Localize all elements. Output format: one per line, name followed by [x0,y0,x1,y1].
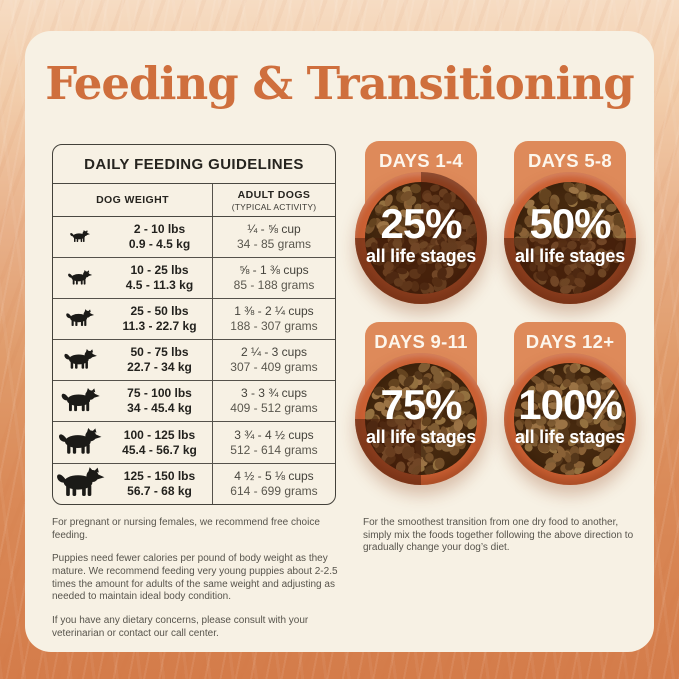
amount-grams: 409 - 512 grams [230,401,318,416]
amount-grams: 512 - 614 grams [230,442,318,457]
table-row: 50 - 75 lbs 22.7 - 34 kg 2 ¼ - 3 cups 30… [53,340,335,382]
stage-days-label: DAYS 1-4 [379,150,463,171]
content-card: Feeding & Transitioning DAILY FEEDING GU… [25,31,654,652]
stage-days-label: DAYS 5-8 [528,150,612,171]
dog-icon [53,309,107,329]
stage-shade [355,172,487,304]
weight-lbs: 75 - 100 lbs [127,386,192,401]
transition-grid: DAYS 1-4 25% all life stages DAYS 5-8 50… [351,141,647,505]
amount-grams: 34 - 85 grams [236,237,312,252]
column-header-weight: DOG WEIGHT [53,184,213,216]
stage-bowl: 50% all life stages [504,172,636,304]
column-header-amount-sublabel: (TYPICAL ACTIVITY) [231,201,317,212]
page-title: Feeding & Transitioning [45,57,635,110]
weight-lbs: 50 - 75 lbs [130,345,189,360]
stage-days-label: DAYS 12+ [525,331,615,352]
stage-days-label: DAYS 9-11 [374,331,468,352]
stage-bowl: 100% all life stages [504,353,636,485]
table-row: 100 - 125 lbs 45.4 - 56.7 kg 3 ¾ - 4 ½ c… [53,422,335,464]
stage-percent: 50% [529,199,611,247]
amount-cups: 3 - 3 ¾ cups [240,386,308,401]
weight-kg: 4.5 - 11.3 kg [125,278,194,293]
weight-lbs: 25 - 50 lbs [130,304,189,319]
amount-cups: 1 ⅜ - 2 ¼ cups [234,304,314,319]
stage-caption: all life stages [365,426,477,447]
weight-lbs: 2 - 10 lbs [133,222,186,237]
amount-cups: ¼ - ⅝ cup [247,222,301,237]
weight-kg: 11.3 - 22.7 kg [122,319,197,334]
column-header-amount-label: ADULT DOGS [237,188,311,201]
stage-shade [504,172,636,304]
weight-kg: 45.4 - 56.7 kg [122,442,197,457]
table-row: 2 - 10 lbs 0.9 - 4.5 kg ¼ - ⅝ cup 34 - 8… [53,217,335,259]
weight-lbs: 10 - 25 lbs [130,263,189,278]
amount-grams: 307 - 409 grams [230,360,318,375]
kibble-image [514,363,626,475]
stage-bowl: 25% all life stages [355,172,487,304]
table-row: 25 - 50 lbs 11.3 - 22.7 kg 1 ⅜ - 2 ¼ cup… [53,299,335,341]
stage-shade [355,353,487,485]
amount-cups: 4 ½ - 5 ⅛ cups [234,469,314,484]
weight-kg: 22.7 - 34 kg [127,360,192,375]
stage-days-12-plus: DAYS 12+ 100% all life stages [500,322,640,504]
amount-cups: 2 ¼ - 3 cups [240,345,308,360]
stage-days-9-11: DAYS 9-11 75% all life stages [351,322,491,504]
dog-icon [53,349,107,372]
amount-grams: 188 - 307 grams [230,319,318,334]
stage-percent: 100% [518,380,622,428]
footnotes-left: For pregnant or nursing females, we reco… [52,517,344,652]
dog-icon [53,230,107,244]
feeding-table: DAILY FEEDING GUIDELINES DOG WEIGHT ADUL… [52,144,336,505]
dog-icon [53,428,107,458]
stage-bowl: 75% all life stages [355,353,487,485]
weight-lbs: 100 - 125 lbs [123,427,196,442]
weight-kg: 56.7 - 68 kg [127,484,192,499]
table-header-row: DOG WEIGHT ADULT DOGS (TYPICAL ACTIVITY) [53,184,335,217]
weight-lbs: 125 - 150 lbs [123,469,196,484]
dog-icon [53,467,107,501]
column-header-weight-label: DOG WEIGHT [96,194,169,206]
stage-caption: all life stages [365,245,477,266]
footnote-paragraph: For pregnant or nursing females, we reco… [52,517,320,541]
dog-icon [53,388,107,415]
footnote-paragraph: For the smoothest transition from one dr… [363,517,634,554]
dog-icon [53,270,107,287]
stage-days-1-4: DAYS 1-4 25% all life stages [351,141,491,323]
column-header-amount: ADULT DOGS (TYPICAL ACTIVITY) [213,184,335,216]
amount-grams: 614 - 699 grams [230,484,318,499]
footnote-paragraph: Puppies need fewer calories per pound of… [52,553,338,603]
weight-kg: 0.9 - 4.5 kg [128,237,191,252]
table-title: DAILY FEEDING GUIDELINES [53,145,335,184]
amount-cups: 3 ¾ - 4 ½ cups [234,427,314,442]
footnotes-right: For the smoothest transition from one dr… [363,517,635,566]
table-row: 125 - 150 lbs 56.7 - 68 kg 4 ½ - 5 ⅛ cup… [53,463,335,504]
stage-days-5-8: DAYS 5-8 50% all life stages [500,141,640,323]
table-row: 10 - 25 lbs 4.5 - 11.3 kg ⅝ - 1 ⅜ cups 8… [53,258,335,300]
amount-grams: 85 - 188 grams [233,278,315,293]
stage-caption: all life stages [514,426,626,447]
stage-caption: all life stages [514,245,626,266]
footnote-paragraph: If you have any dietary concerns, please… [52,615,309,639]
stage-percent: 75% [380,380,462,428]
table-row: 75 - 100 lbs 34 - 45.4 kg 3 - 3 ¾ cups 4… [53,381,335,423]
amount-cups: ⅝ - 1 ⅜ cups [239,263,309,278]
weight-kg: 34 - 45.4 kg [127,401,192,416]
stage-percent: 25% [380,199,462,247]
